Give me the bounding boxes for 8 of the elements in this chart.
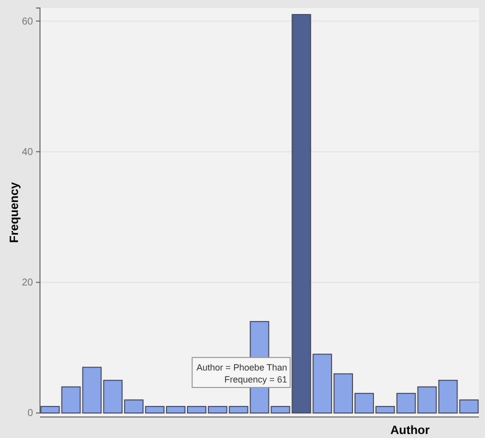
- y-axis-title: Frequency: [7, 182, 21, 243]
- y-tick-label: 60: [22, 16, 34, 28]
- x-axis-title: Author: [390, 423, 430, 437]
- y-tick-label: 0: [27, 408, 34, 420]
- y-tick-label: 20: [22, 278, 34, 289]
- annotation: Frequency = 61: [224, 374, 288, 384]
- annotation: Author = Phoebe Than: [196, 362, 288, 372]
- y-tick-label: 40: [22, 146, 34, 158]
